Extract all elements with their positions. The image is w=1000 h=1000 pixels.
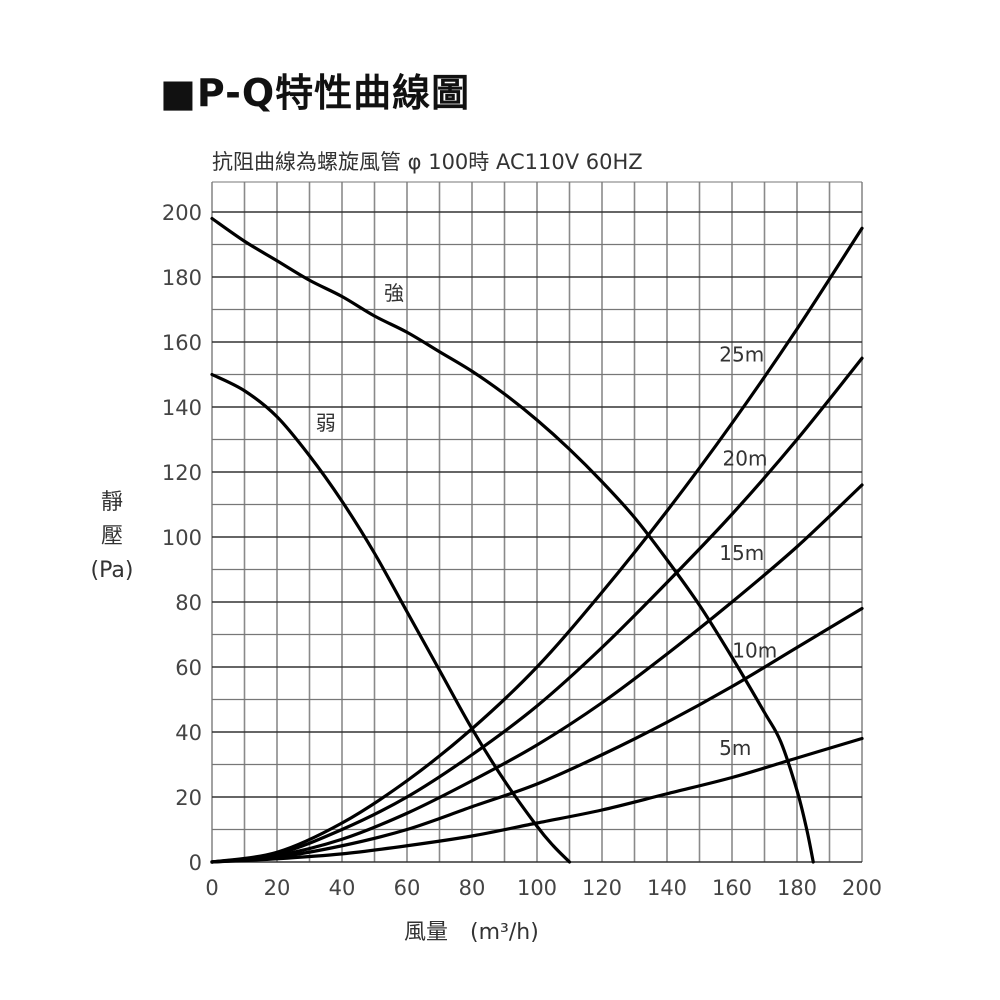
curve-label: 強 <box>384 281 404 305</box>
y-tick-label: 100 <box>162 526 202 550</box>
y-tick-label: 20 <box>175 786 202 810</box>
y-tick-label: 180 <box>162 266 202 290</box>
y-tick-label: 40 <box>175 721 202 745</box>
curve-label: 20m <box>723 447 768 471</box>
y-axis-label-line2: 壓 <box>100 524 123 549</box>
x-tick-label: 200 <box>842 876 882 900</box>
curve-duct-5m <box>210 736 864 864</box>
curve-duct-10m <box>210 606 864 864</box>
y-tick-label: 80 <box>175 591 202 615</box>
x-tick-label: 180 <box>777 876 817 900</box>
x-axis-label: 風量 (m³/h) <box>404 920 539 945</box>
y-axis-label-line3: (Pa) <box>90 558 134 583</box>
y-axis-label-line1: 靜 <box>100 490 123 515</box>
curve-label: 25m <box>719 343 764 367</box>
y-tick-label: 120 <box>162 461 202 485</box>
x-tick-label: 0 <box>205 876 218 900</box>
x-tick-label: 60 <box>394 876 421 900</box>
curve-duct-20m <box>210 356 864 864</box>
curve-label: 弱 <box>316 411 336 435</box>
y-tick-label: 0 <box>189 851 202 875</box>
curve-label: 15m <box>719 541 764 565</box>
x-tick-label: 160 <box>712 876 752 900</box>
x-tick-label: 80 <box>459 876 486 900</box>
curve-duct-15m <box>210 483 864 864</box>
y-tick-label: 160 <box>162 331 202 355</box>
x-tick-label: 140 <box>647 876 687 900</box>
chart-subtitle: 抗阻曲線為螺旋風管 φ 100時 AC110V 60HZ <box>212 150 643 174</box>
curve-fan-強 <box>210 216 815 864</box>
x-tick-label: 20 <box>264 876 291 900</box>
x-tick-label: 40 <box>329 876 356 900</box>
curve-label: 10m <box>732 638 777 662</box>
y-axis-label: 靜 壓 (Pa) <box>84 486 140 588</box>
y-tick-label: 60 <box>175 656 202 680</box>
curve-fan-弱 <box>210 372 572 864</box>
y-tick-label: 140 <box>162 396 202 420</box>
curve-duct-25m <box>210 226 864 864</box>
y-tick-label: 200 <box>162 201 202 225</box>
x-tick-label: 100 <box>517 876 557 900</box>
x-tick-label: 120 <box>582 876 622 900</box>
chart-title: ■P-Q特性曲線圖 <box>160 71 471 115</box>
curve-label: 5m <box>719 736 751 760</box>
